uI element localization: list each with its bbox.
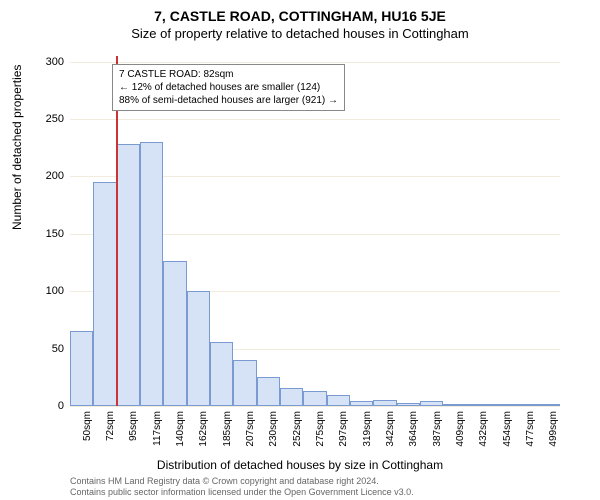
x-tick-label: 364sqm	[408, 411, 419, 451]
x-axis-label: Distribution of detached houses by size …	[0, 458, 600, 472]
bar	[187, 291, 210, 406]
y-tick-label: 150	[34, 228, 64, 240]
bar	[490, 404, 513, 406]
chart-title-main: 7, CASTLE ROAD, COTTINGHAM, HU16 5JE	[0, 0, 600, 24]
bar	[420, 401, 443, 406]
x-tick-label: 297sqm	[338, 411, 349, 451]
x-tick-label: 432sqm	[478, 411, 489, 451]
bar	[537, 404, 560, 406]
x-tick-label: 207sqm	[245, 411, 256, 451]
annotation-line-1: 7 CASTLE ROAD: 82sqm	[119, 68, 338, 81]
bar	[93, 182, 116, 406]
x-tick-label: 117sqm	[152, 411, 163, 451]
x-tick-label: 454sqm	[502, 411, 513, 451]
bar	[70, 331, 93, 406]
chart-container: 7, CASTLE ROAD, COTTINGHAM, HU16 5JE Siz…	[0, 0, 600, 500]
y-tick-label: 50	[34, 343, 64, 355]
y-tick-label: 100	[34, 285, 64, 297]
bar	[140, 142, 163, 406]
bar	[257, 377, 280, 406]
bar	[513, 404, 536, 406]
x-tick-label: 252sqm	[292, 411, 303, 451]
y-tick-label: 300	[34, 56, 64, 68]
footer-text: Contains HM Land Registry data © Crown c…	[70, 476, 590, 498]
bar	[373, 400, 396, 406]
x-tick-label: 162sqm	[198, 411, 209, 451]
bar	[233, 360, 256, 406]
x-tick-label: 230sqm	[268, 411, 279, 451]
x-tick-label: 185sqm	[222, 411, 233, 451]
gridline	[70, 119, 560, 120]
y-tick-label: 0	[34, 400, 64, 412]
y-axis-label: Number of detached properties	[10, 65, 24, 230]
bar	[303, 391, 326, 406]
x-tick-label: 499sqm	[548, 411, 559, 451]
x-tick-label: 409sqm	[455, 411, 466, 451]
x-tick-label: 387sqm	[432, 411, 443, 451]
bar	[117, 144, 140, 406]
y-tick-label: 250	[34, 113, 64, 125]
footer-line-2: Contains public sector information licen…	[70, 487, 414, 497]
footer-line-1: Contains HM Land Registry data © Crown c…	[70, 476, 379, 486]
bar	[443, 404, 466, 406]
x-tick-label: 477sqm	[525, 411, 536, 451]
annotation-line-2: ← 12% of detached houses are smaller (12…	[119, 81, 338, 94]
chart-title-sub: Size of property relative to detached ho…	[0, 24, 600, 41]
gridline	[70, 62, 560, 63]
x-tick-label: 319sqm	[362, 411, 373, 451]
bar	[350, 401, 373, 406]
x-tick-label: 275sqm	[315, 411, 326, 451]
plot-area: 05010015020025030050sqm72sqm95sqm117sqm1…	[70, 56, 560, 406]
bar	[163, 261, 186, 406]
gridline	[70, 406, 560, 407]
y-tick-label: 200	[34, 170, 64, 182]
bar	[280, 388, 303, 406]
bar	[327, 395, 350, 406]
annotation-box: 7 CASTLE ROAD: 82sqm← 12% of detached ho…	[112, 64, 345, 111]
x-tick-label: 140sqm	[175, 411, 186, 451]
bar	[210, 342, 233, 406]
annotation-line-3: 88% of semi-detached houses are larger (…	[119, 94, 338, 107]
x-tick-label: 72sqm	[105, 411, 116, 451]
bar	[467, 404, 490, 406]
x-tick-label: 95sqm	[128, 411, 139, 451]
bar	[397, 403, 420, 406]
x-tick-label: 50sqm	[82, 411, 93, 451]
x-tick-label: 342sqm	[385, 411, 396, 451]
